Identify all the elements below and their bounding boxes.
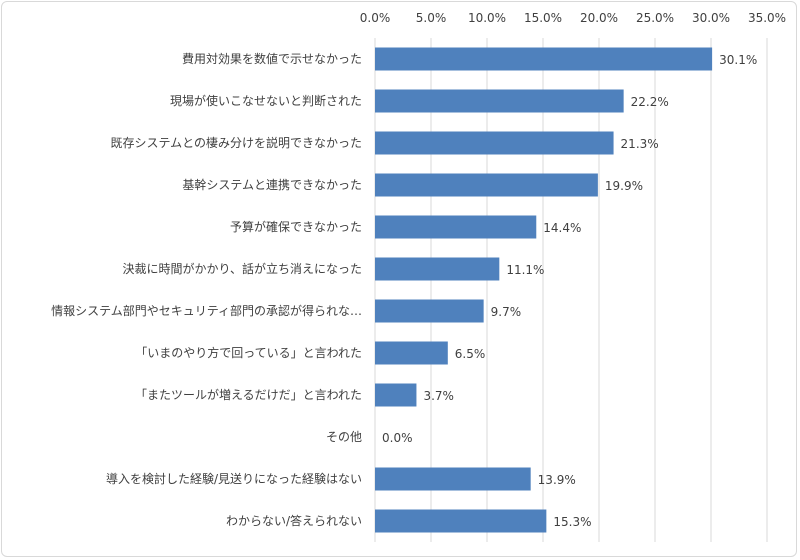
category-label: 予算が確保できなかった [230, 219, 362, 234]
x-axis-tick-labels: 0.0% 5.0% 10.0% 15.0% 20.0% 25.0% 30.0% 35.0% [360, 11, 786, 25]
data-label: 9.7% [491, 305, 522, 319]
data-label: 19.9% [605, 179, 643, 193]
bar [375, 467, 531, 491]
category-label: 現場が使いこなせないと判断された [170, 93, 362, 108]
x-tick-label: 35.0% [748, 11, 786, 25]
bars [375, 47, 713, 533]
category-label: 「いまのやり方で回っている」と言われた [135, 345, 362, 360]
bar [375, 89, 624, 113]
data-label: 6.5% [455, 347, 486, 361]
bar [375, 215, 537, 239]
category-label: 既存システムとの棲み分けを説明できなかった [110, 135, 362, 150]
x-tick-label: 5.0% [416, 11, 447, 25]
category-label: 決裁に時間がかかり、話が立ち消えになった [122, 261, 362, 276]
bar [375, 173, 598, 197]
data-label: 15.3% [553, 515, 591, 529]
x-tick-label: 0.0% [360, 11, 391, 25]
category-label: 「またツールが増えるだけだ」と言われた [135, 387, 362, 402]
data-label: 22.2% [631, 95, 669, 109]
data-label: 13.9% [538, 473, 576, 487]
bar [375, 257, 500, 281]
category-label: 費用対効果を数値で示せなかった [182, 51, 362, 66]
category-label: 情報システム部門やセキュリティ部門の承認が得られな… [51, 303, 362, 318]
category-label: わからない/答えられない [226, 513, 362, 528]
gridlines [374, 38, 768, 542]
bar [375, 131, 614, 155]
data-labels: 30.1% 22.2% 21.3% 19.9% 14.4% 11.1% 9.7% 6.5% 3.… [382, 53, 757, 529]
bar [375, 299, 484, 323]
data-label: 11.1% [506, 263, 544, 277]
category-label: 導入を検討した経験/見送りになった経験はない [106, 471, 362, 486]
data-label: 21.3% [621, 137, 659, 151]
bar [375, 509, 547, 533]
x-tick-label: 25.0% [636, 11, 674, 25]
data-label: 0.0% [382, 431, 413, 445]
bar [375, 47, 713, 71]
category-label: 基幹システムと連携できなかった [182, 177, 362, 192]
category-labels: 費用対効果を数値で示せなかった現場が使いこなせないと判断された既存システムとの棲… [51, 51, 362, 528]
x-tick-label: 30.0% [692, 11, 730, 25]
x-tick-label: 15.0% [524, 11, 562, 25]
bar [375, 341, 448, 365]
bar [375, 383, 417, 407]
x-tick-label: 10.0% [468, 11, 506, 25]
category-label: その他 [326, 430, 362, 444]
x-tick-label: 20.0% [580, 11, 618, 25]
data-label: 3.7% [423, 389, 454, 403]
data-label: 30.1% [719, 53, 757, 67]
data-label: 14.4% [543, 221, 581, 235]
